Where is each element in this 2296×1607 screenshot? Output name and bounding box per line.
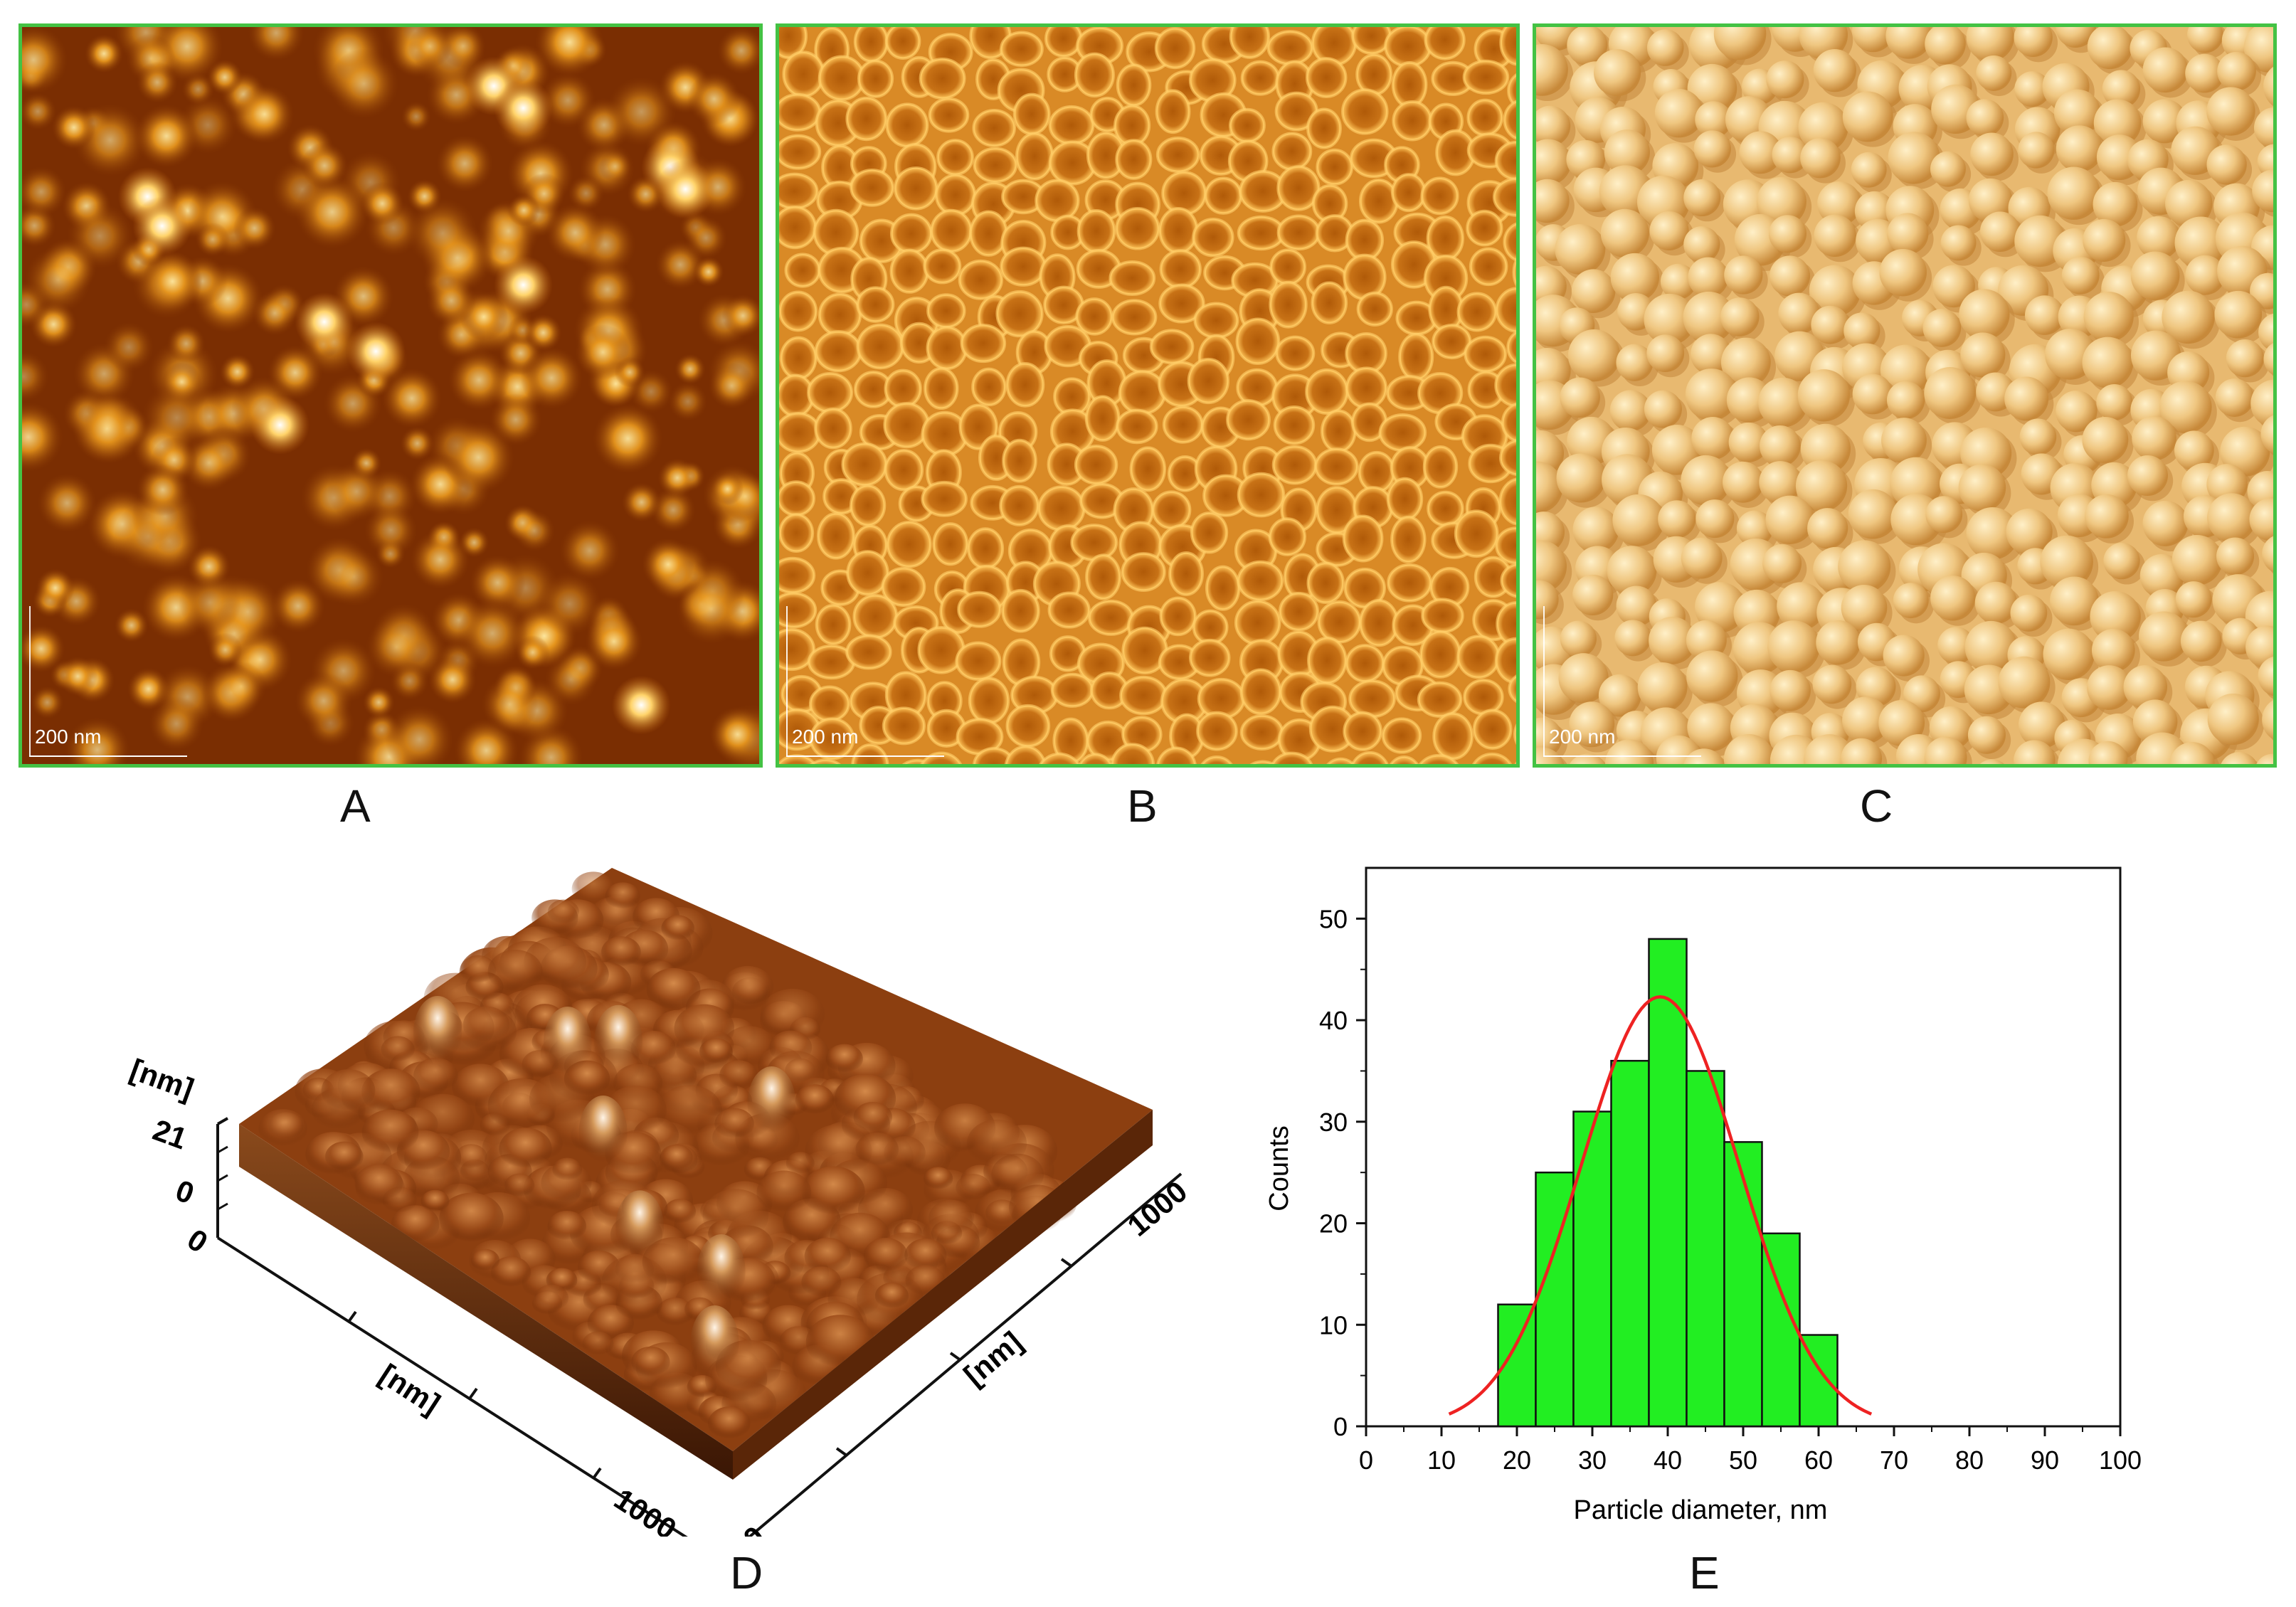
y-tick-label: 0: [1333, 1412, 1348, 1441]
x-tick-label: 50: [1729, 1446, 1757, 1475]
gaussian-fit-curve: [1448, 995, 1873, 1416]
scale-bar-label: 200 nm: [792, 726, 859, 748]
y-axis-label: Counts: [1264, 1125, 1294, 1211]
y-axis-unit: [nm]: [958, 1325, 1029, 1391]
histogram-bar: [1610, 1059, 1650, 1428]
y-tick-label: 10: [1319, 1310, 1348, 1340]
afm-image-b: 200 nm: [776, 23, 1520, 768]
afm-amplitude-map-c: [1536, 27, 2273, 764]
scale-bar-label: 200 nm: [1549, 726, 1616, 748]
x-axis-origin: 0: [181, 1222, 213, 1259]
afm-height-map-a: [22, 27, 759, 764]
x-axis-end: 1000: [608, 1482, 682, 1537]
scale-bar: [1543, 755, 1701, 757]
x-tick-label: 80: [1955, 1446, 1984, 1475]
z-axis-unit: [nm]: [126, 1052, 199, 1105]
y-tick-label: 50: [1319, 904, 1348, 933]
scale-bar-vertical: [1543, 606, 1545, 755]
panel-label-b: B: [1127, 780, 1158, 832]
x-tick-label: 60: [1804, 1446, 1833, 1475]
scale-bar-label: 200 nm: [35, 726, 102, 748]
surface-side-right: [733, 1110, 1153, 1480]
scale-bar: [786, 755, 944, 757]
x-tick-label: 30: [1578, 1446, 1607, 1475]
x-axis-unit: [nm]: [374, 1357, 446, 1421]
x-tick-label: 0: [1359, 1446, 1373, 1475]
scale-bar-vertical: [786, 606, 788, 755]
x-tick-label: 10: [1427, 1446, 1456, 1475]
afm-image-a: 200 nm: [18, 23, 763, 768]
x-tick-label: 40: [1654, 1446, 1682, 1475]
z-axis-min: 0: [171, 1173, 199, 1210]
x-tick-label: 70: [1880, 1446, 1908, 1475]
afm-phase-map-b: [779, 27, 1516, 764]
panel-label-a: A: [340, 780, 371, 832]
panel-label-e: E: [1689, 1547, 1720, 1598]
x-tick-label: 20: [1503, 1446, 1531, 1475]
x-axis-label: Particle diameter, nm: [1574, 1495, 1828, 1525]
panel-label-d: D: [730, 1547, 763, 1598]
scale-bar: [29, 755, 187, 757]
y-axis-end: 1000: [1121, 1174, 1194, 1243]
y-tick-label: 30: [1319, 1108, 1348, 1137]
y-tick-label: 40: [1319, 1006, 1348, 1035]
y-tick-label: 20: [1319, 1209, 1348, 1239]
histogram-bar: [1572, 1110, 1612, 1428]
scale-bar-vertical: [29, 606, 31, 755]
histogram-bar: [1761, 1232, 1801, 1428]
histogram-bar: [1686, 1070, 1725, 1428]
afm-3d-surface-d: [nm] 21 0 0 [nm] 1000 0 [nm] 1000: [126, 868, 1194, 1537]
panel-label-c: C: [1860, 780, 1893, 832]
x-tick-label: 90: [2031, 1446, 2059, 1475]
surface-side-left: [239, 1124, 733, 1480]
particle-size-histogram: 0 10 20 30 40 50 60 70 80 90 100 0 10 20 30 40 50 Particl…: [1264, 866, 2142, 1525]
x-tick-label: 100: [2099, 1446, 2142, 1475]
afm-image-c: 200 nm: [1533, 23, 2277, 768]
histogram-bar: [1723, 1141, 1763, 1428]
z-axis-max: 21: [149, 1113, 191, 1155]
